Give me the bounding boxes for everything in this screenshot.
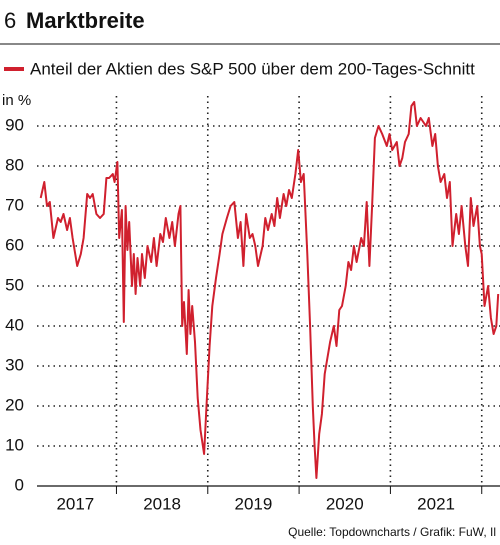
y-unit: in % (2, 92, 31, 109)
y-tick-label: 70 (5, 195, 24, 214)
y-tick-label: 0 (15, 475, 24, 494)
chart-title: Marktbreite (26, 8, 145, 33)
y-tick-label: 20 (5, 395, 24, 414)
title-number: 6 (4, 8, 16, 33)
y-tick-label: 60 (5, 235, 24, 254)
y-tick-label: 50 (5, 275, 24, 294)
legend-label: Anteil der Aktien des S&P 500 über dem 2… (30, 59, 475, 78)
source: Quelle: Topdowncharts / Grafik: FuW, Il (288, 525, 496, 539)
x-tick-label: 2017 (56, 494, 94, 513)
y-tick-label: 80 (5, 155, 24, 174)
y-tick-label: 10 (5, 435, 24, 454)
x-tick-label: 2019 (235, 494, 273, 513)
x-tick-label: 2020 (326, 494, 364, 513)
y-tick-label: 90 (5, 115, 24, 134)
x-tick-label: 2018 (143, 494, 181, 513)
x-tick-label: 2021 (417, 494, 455, 513)
y-tick-label: 40 (5, 315, 24, 334)
series-line (39, 101, 500, 479)
y-tick-label: 30 (5, 355, 24, 374)
